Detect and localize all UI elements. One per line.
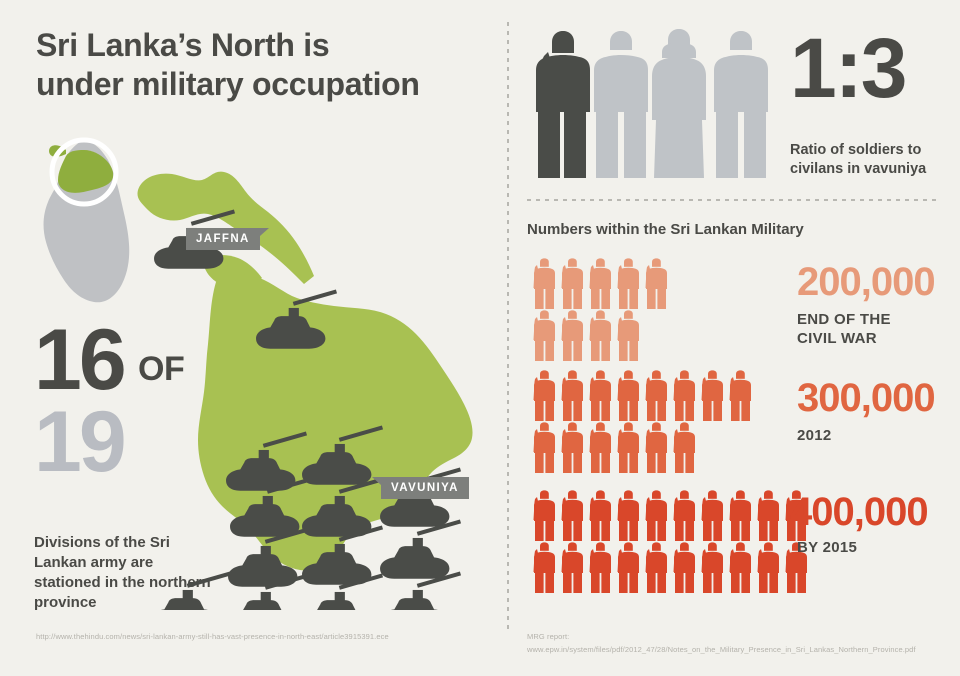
northern-province-map: [137, 171, 473, 610]
soldier-pictogram-icon: [645, 422, 671, 474]
divisions-stat: 16 OF 19: [34, 312, 224, 542]
soldier-pictogram-icon: [617, 542, 643, 594]
soldier-pictogram-icon: [533, 542, 559, 594]
page-title-line-1: Sri Lanka’s North is: [36, 27, 330, 63]
soldier-pictogram-icon: [645, 542, 671, 594]
soldier-pictogram-icon: [757, 490, 783, 542]
tank-icon: [150, 571, 232, 610]
soldier-pictogram-icon: [617, 310, 643, 362]
pictogram-caption-200000: END OF THE CIVIL WAR: [797, 310, 891, 348]
caption-line-1: BY 2015: [797, 539, 858, 556]
soldier-pictogram-icon: [533, 370, 559, 422]
soldier-pictogram-icon: [673, 490, 699, 542]
soldier-pictogram-icon: [673, 542, 699, 594]
map-label-vavuniya: VAVUNIYA: [372, 477, 469, 499]
soldier-pictogram-icon: [645, 258, 671, 310]
pictogram-row: [533, 258, 673, 310]
ratio-caption-line-1: Ratio of soldiers to: [790, 142, 922, 158]
soldier-pictogram-icon: [729, 370, 755, 422]
source-right: MRG report: www.epw.in/system/files/pdf/…: [527, 632, 916, 654]
pictogram-rows: [533, 490, 813, 594]
source-left: http://www.thehindu.com/news/sri-lankan-…: [36, 632, 389, 641]
pictogram-value-300000: 300,000: [797, 376, 936, 420]
horizontal-divider: [527, 199, 939, 201]
pictogram-row: [533, 542, 813, 594]
caption-line-2: CIVIL WAR: [797, 330, 877, 347]
ratio-caption-line-2: civilans in vavuniya: [790, 161, 927, 177]
page-title-line-2: under military occupation: [36, 66, 420, 103]
soldier-pictogram-icon: [589, 370, 615, 422]
soldier-pictogram-icon: [617, 370, 643, 422]
soldier-pictogram-icon: [533, 422, 559, 474]
pictogram-group-200000: [533, 258, 673, 362]
ratio-caption: Ratio of soldiers to civilans in vavuniy…: [790, 141, 950, 179]
divisions-numerator: 16: [34, 312, 127, 408]
map-label-jaffna: JAFFNA: [186, 228, 269, 250]
pictogram-row: [533, 490, 813, 542]
soldier-pictogram-icon: [561, 370, 587, 422]
pictogram-caption-300000: 2012: [797, 426, 832, 445]
soldier-pictogram-icon: [701, 370, 727, 422]
sri-lanka-locator-map: [43, 137, 130, 303]
soldier-pictogram-icon: [589, 422, 615, 474]
pictogram-group-400000: [533, 490, 813, 594]
pictogram-row: [533, 422, 757, 474]
pictogram-row: [533, 370, 757, 422]
soldier-pictogram-icon: [589, 310, 615, 362]
soldier-pictogram-icon: [729, 542, 755, 594]
pictogram-row: [533, 310, 673, 362]
soldier-pictogram-icon: [729, 490, 755, 542]
soldier-pictogram-icon: [533, 490, 559, 542]
divisions-denominator: 19: [34, 394, 127, 490]
pictogram-caption-400000: BY 2015: [797, 538, 857, 557]
soldier-pictogram-icon: [561, 542, 587, 594]
jaffna-peninsula: [137, 171, 314, 284]
soldier-pictogram-icon: [701, 542, 727, 594]
section-title: Numbers within the Sri Lankan Military: [527, 221, 804, 238]
pictogram-rows: [533, 370, 757, 474]
soldier-pictogram-icon: [785, 542, 811, 594]
soldier-pictogram-icon: [645, 370, 671, 422]
vertical-divider: [507, 22, 509, 634]
soldier-pictogram-icon: [645, 490, 671, 542]
soldier-pictogram-icon: [533, 310, 559, 362]
divisions-of-label: OF: [138, 350, 185, 388]
soldier-pictogram-icon: [757, 542, 783, 594]
civilian-man-figure-icon: [594, 31, 648, 178]
caption-line-1: 2012: [797, 427, 832, 444]
soldier-pictogram-icon: [533, 258, 559, 310]
caption-line-1: END OF THE: [797, 311, 891, 328]
soldier-pictogram-icon: [785, 490, 811, 542]
soldier-pictogram-icon: [589, 258, 615, 310]
pictogram-value-200000: 200,000: [797, 260, 936, 304]
northern-province-region: [58, 150, 114, 193]
soldier-civilian-ratio-figures: [536, 29, 768, 178]
soldier-pictogram-icon: [561, 258, 587, 310]
tank-icon: [380, 519, 462, 579]
pictogram-group-300000: [533, 370, 757, 474]
page-title: Sri Lanka’s North is under military occu…: [36, 26, 486, 104]
soldier-pictogram-icon: [589, 542, 615, 594]
soldier-pictogram-icon: [561, 310, 587, 362]
civilian-man-figure-icon: [714, 31, 768, 178]
soldier-pictogram-icon: [561, 422, 587, 474]
pictogram-rows: [533, 258, 673, 362]
pictogram-value-400000: 400,000: [790, 490, 929, 534]
soldier-pictogram-icon: [561, 490, 587, 542]
divisions-caption: Divisions of the Sri Lankan army are sta…: [34, 534, 211, 611]
soldier-pictogram-icon: [617, 422, 643, 474]
highlight-circle: [49, 137, 119, 207]
soldier-figure-icon: [536, 31, 590, 178]
ratio-value: 1:3: [790, 21, 907, 115]
civilian-woman-figure-icon: [652, 29, 706, 178]
soldier-pictogram-icon: [617, 490, 643, 542]
soldier-pictogram-icon: [589, 490, 615, 542]
soldier-pictogram-icon: [617, 258, 643, 310]
soldier-pictogram-icon: [673, 370, 699, 422]
soldier-pictogram-icon: [701, 490, 727, 542]
soldier-pictogram-icon: [673, 422, 699, 474]
